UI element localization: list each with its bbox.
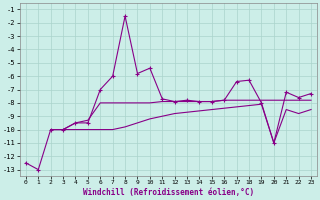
X-axis label: Windchill (Refroidissement éolien,°C): Windchill (Refroidissement éolien,°C) [83, 188, 254, 197]
